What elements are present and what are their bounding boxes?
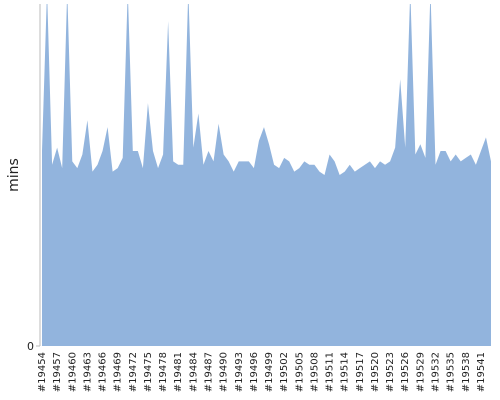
x-tick-label: #19460 [67,352,78,392]
x-tick-label: #19481 [173,352,184,392]
x-tick-label: #19511 [325,352,336,392]
x-tick-label: #19520 [370,352,381,392]
y-tick-label: 0 [27,340,34,353]
x-tick-label: #19532 [431,352,442,392]
x-tick-label: #19499 [264,352,275,392]
x-tick-label: #19490 [219,352,230,392]
x-tick-label: #19475 [143,352,154,392]
x-tick-label: #19541 [476,352,487,392]
y-axis-label: mins [6,158,22,192]
x-tick-label: #19505 [294,352,305,392]
x-tick-label: #19538 [461,352,472,392]
x-tick-label: #19457 [52,352,63,392]
x-tick-label: #19523 [385,352,396,392]
x-tick-label: #19487 [203,352,214,392]
x-tick-label: #19508 [309,352,320,392]
x-tick-label: #19484 [188,352,199,392]
x-tick-label: #19535 [446,352,457,392]
x-tick-label: #19502 [279,352,290,392]
x-tick-label: #19472 [128,352,139,392]
x-tick-label: #19466 [98,352,109,392]
x-tick-label: #19463 [82,352,93,392]
x-tick-label: #19529 [415,352,426,392]
x-tick-label: #19478 [158,352,169,392]
x-tick-label: #19454 [37,352,48,392]
x-tick-label: #19514 [340,352,351,392]
x-tick-label: #19517 [355,352,366,392]
x-tick-label: #19496 [249,352,260,392]
x-tick-label: #19469 [113,352,124,392]
x-tick-label: #19493 [234,352,245,392]
x-tick-label: #19526 [400,352,411,392]
area [42,4,491,346]
